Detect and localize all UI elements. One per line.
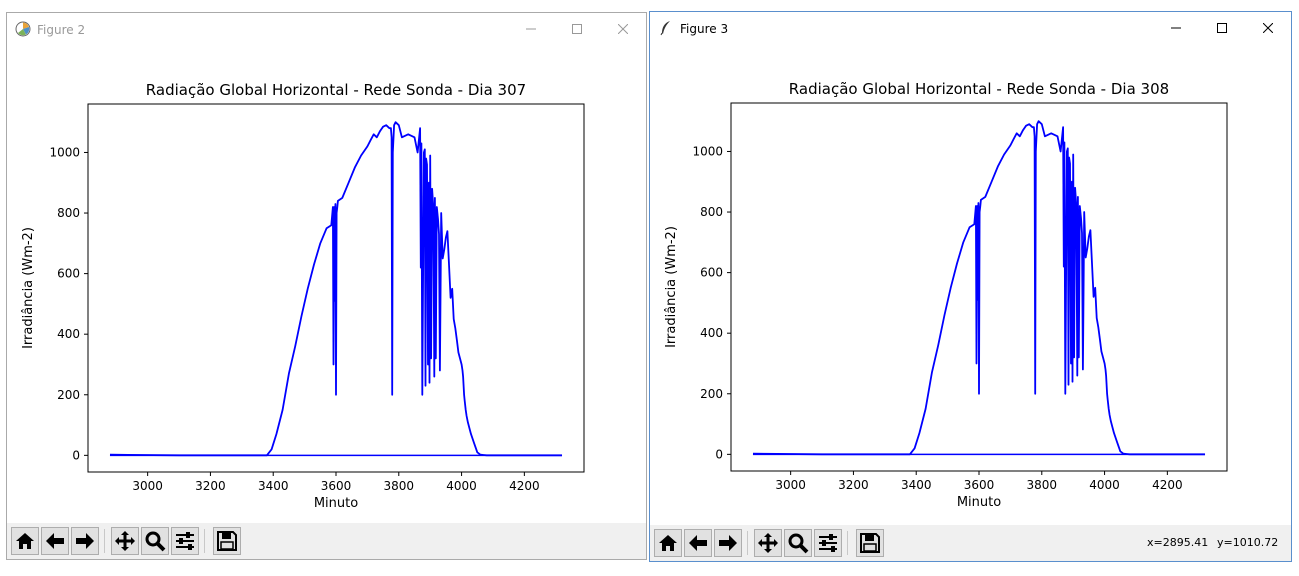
y-tick-label: 1000 [692,144,723,158]
forward-arrow-icon [76,533,94,549]
plot-canvas[interactable]: Radiação Global Horizontal - Rede Sonda … [7,45,646,523]
toolbar-separator [104,529,105,553]
home-icon [659,535,677,551]
cursor-x-readout: x=2895.41 [1147,536,1209,549]
save-icon [217,531,237,551]
x-tick-label: 3800 [384,479,415,493]
x-tick-label: 3400 [258,479,289,493]
title-bar[interactable]: Figure 3 [650,12,1291,44]
y-tick-label: 1000 [49,145,80,159]
save-icon [860,533,880,553]
y-tick-label: 800 [57,206,80,220]
pan-icon [115,531,135,551]
configure-subplots-button[interactable] [171,527,199,555]
y-tick-label: 600 [57,267,80,281]
minimize-icon [526,28,536,30]
pan-icon [758,533,778,553]
toolbar-separator [847,531,848,555]
back-arrow-icon [689,535,707,551]
x-tick-label: 3200 [838,478,869,492]
x-tick-label: 3000 [132,479,163,493]
x-tick-label: 3600 [964,478,995,492]
configure-subplots-icon [819,534,837,552]
x-tick-label: 4200 [509,479,540,493]
feather-app-icon [660,21,670,36]
y-tick-label: 400 [57,327,80,341]
close-button[interactable] [600,13,646,45]
y-axis-label: Irradiância (Wm-2) [664,226,679,348]
series-line [752,120,1205,456]
x-tick-label: 3400 [901,478,932,492]
x-tick-label: 4200 [1152,478,1183,492]
minimize-icon [1171,27,1181,29]
plot-canvas[interactable]: Radiação Global Horizontal - Rede Sonda … [650,44,1291,522]
pan-button[interactable] [111,527,139,555]
x-tick-label: 3000 [775,478,806,492]
series-line [109,121,562,457]
forward-arrow-icon [719,535,737,551]
x-tick-label: 3800 [1027,478,1058,492]
save-button[interactable] [856,529,884,557]
x-axis-label: Minuto [314,496,358,511]
figure-window: Figure 3 Radiação Global Horizontal - Re… [649,11,1292,562]
forward-button[interactable] [71,527,99,555]
y-tick-label: 800 [700,205,723,219]
y-tick-label: 0 [72,448,80,462]
close-icon [1263,23,1273,33]
toolbar-separator [204,529,205,553]
zoom-icon [145,531,166,552]
zoom-button[interactable] [141,527,169,555]
maximize-button[interactable] [1199,12,1245,44]
x-tick-label: 4000 [1089,478,1120,492]
maximize-icon [572,24,582,34]
configure-subplots-button[interactable] [814,529,842,557]
pan-button[interactable] [754,529,782,557]
save-button[interactable] [213,527,241,555]
forward-button[interactable] [714,529,742,557]
home-button[interactable] [11,527,39,555]
y-tick-label: 200 [700,387,723,401]
title-bar[interactable]: Figure 2 [7,13,646,45]
back-button[interactable] [41,527,69,555]
figure-window: Figure 2 Radiação Global Horizontal - Re… [6,12,647,560]
y-tick-label: 0 [715,447,723,461]
back-arrow-icon [46,533,64,549]
toolbar-separator [747,531,748,555]
close-button[interactable] [1245,12,1291,44]
y-axis-label: Irradiância (Wm-2) [21,227,36,349]
y-tick-label: 200 [57,388,80,402]
zoom-button[interactable] [784,529,812,557]
x-tick-label: 4000 [446,479,477,493]
home-button[interactable] [654,529,682,557]
x-tick-label: 3600 [321,479,352,493]
zoom-icon [788,533,809,554]
close-icon [618,24,628,34]
y-tick-label: 400 [700,326,723,340]
window-title: Figure 3 [680,22,729,36]
maximize-icon [1217,23,1227,33]
back-button[interactable] [684,529,712,557]
maximize-button[interactable] [554,13,600,45]
minimize-button[interactable] [1153,12,1199,44]
chart-title: Radiação Global Horizontal - Rede Sonda … [789,80,1169,98]
matplotlib-app-icon [15,21,31,37]
cursor-y-readout: y=1010.72 [1217,536,1279,549]
y-tick-label: 600 [700,266,723,280]
navigation-toolbar: x=2895.41 y=1010.72 [650,525,1291,561]
configure-subplots-icon [176,532,194,550]
navigation-toolbar [7,523,646,559]
x-axis-label: Minuto [957,495,1001,510]
home-icon [16,533,34,549]
chart-title: Radiação Global Horizontal - Rede Sonda … [146,81,526,99]
x-tick-label: 3200 [195,479,226,493]
window-title: Figure 2 [37,23,86,37]
minimize-button[interactable] [508,13,554,45]
